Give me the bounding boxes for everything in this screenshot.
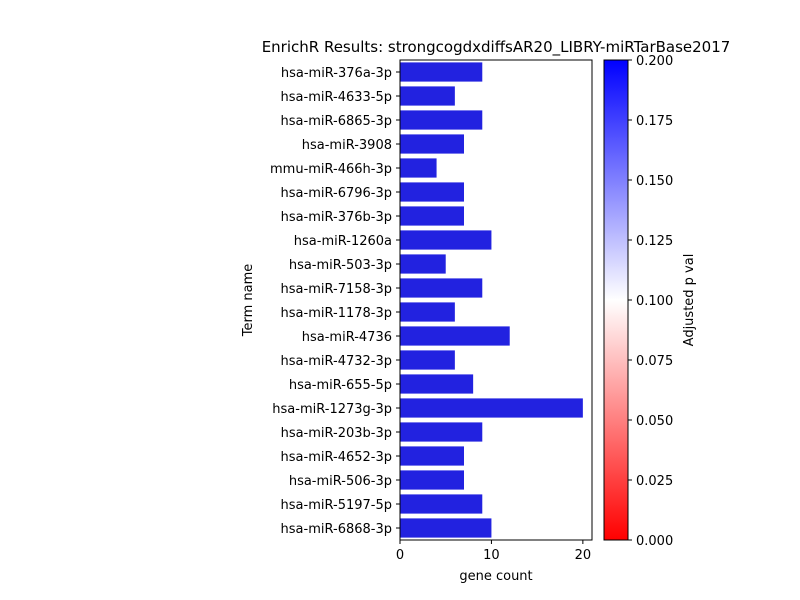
- y-tick-label: hsa-miR-5197-5p: [281, 498, 392, 513]
- colorbar-tick-label: 0.050: [636, 414, 673, 429]
- colorbar-tick-label: 0.200: [636, 54, 673, 69]
- bar: [400, 374, 474, 394]
- bar: [400, 86, 455, 106]
- colorbar: [603, 59, 629, 541]
- y-tick-label: hsa-miR-376b-3p: [281, 210, 392, 225]
- y-tick-label: hsa-miR-655-5p: [289, 378, 392, 393]
- y-tick-label: hsa-miR-4736: [302, 330, 392, 345]
- y-tick-label: hsa-miR-6796-3p: [281, 186, 392, 201]
- colorbar-tick-label: 0.125: [636, 234, 673, 249]
- y-tick-label: hsa-miR-7158-3p: [281, 282, 392, 297]
- y-tick-label: hsa-miR-4652-3p: [281, 450, 392, 465]
- y-tick-label: hsa-miR-1260a: [294, 234, 392, 249]
- y-tick-label: hsa-miR-6868-3p: [281, 522, 392, 537]
- y-tick-label: hsa-miR-203b-3p: [281, 426, 392, 441]
- bar: [400, 278, 483, 298]
- y-tick-label: hsa-miR-376a-3p: [281, 66, 392, 81]
- x-tick-label: 20: [575, 548, 592, 563]
- y-tick-label: hsa-miR-6865-3p: [281, 114, 392, 129]
- bar: [400, 446, 464, 466]
- colorbar-tick-label: 0.150: [636, 174, 673, 189]
- y-axis-label: Term name: [241, 264, 256, 338]
- bar: [400, 350, 455, 370]
- colorbar-tick-label: 0.100: [636, 294, 673, 309]
- bar: [400, 110, 483, 130]
- bar: [400, 254, 446, 274]
- y-tick-label: mmu-miR-466h-3p: [270, 162, 392, 177]
- y-ticks-group: hsa-miR-376a-3p hsa-miR-4633-5p hsa-miR-68…: [270, 66, 400, 537]
- y-tick-label: hsa-miR-3908: [302, 138, 392, 153]
- bar: [400, 494, 483, 514]
- bars-group: [400, 62, 583, 538]
- x-tick-label: 0: [396, 548, 404, 563]
- y-tick-label: hsa-miR-1178-3p: [281, 306, 392, 321]
- bar: [400, 158, 437, 178]
- y-tick-label: hsa-miR-506-3p: [289, 474, 392, 489]
- bar: [400, 182, 464, 202]
- colorbar-tick-label: 0.000: [636, 534, 673, 549]
- colorbar-label: Adjusted p val: [682, 254, 697, 347]
- bar: [400, 230, 492, 250]
- bar: [400, 206, 464, 226]
- bar: [400, 470, 464, 490]
- colorbar-ticks-group: 0.000 0.025 0.050 0.075 0.100 0.125 0.150 0.175…: [628, 54, 673, 549]
- bar: [400, 62, 483, 82]
- x-axis-label: gene count: [459, 569, 532, 584]
- colorbar-tick-label: 0.025: [636, 474, 673, 489]
- bar: [400, 398, 583, 418]
- x-tick-label: 10: [483, 548, 500, 563]
- chart-title: EnrichR Results: strongcogdxdiffsAR20_LI…: [262, 38, 731, 57]
- plot-frame: [399, 59, 593, 541]
- colorbar-tick-label: 0.175: [636, 114, 673, 129]
- bar: [400, 302, 455, 322]
- y-tick-label: hsa-miR-503-3p: [289, 258, 392, 273]
- y-tick-label: hsa-miR-4732-3p: [281, 354, 392, 369]
- bar: [400, 134, 464, 154]
- y-tick-label: hsa-miR-1273g-3p: [272, 402, 392, 417]
- colorbar-tick-label: 0.075: [636, 354, 673, 369]
- bar: [400, 422, 483, 442]
- bar: [400, 326, 510, 346]
- bar: [400, 518, 492, 538]
- x-ticks-group: 0 10 20: [396, 540, 591, 563]
- y-tick-label: hsa-miR-4633-5p: [281, 90, 392, 105]
